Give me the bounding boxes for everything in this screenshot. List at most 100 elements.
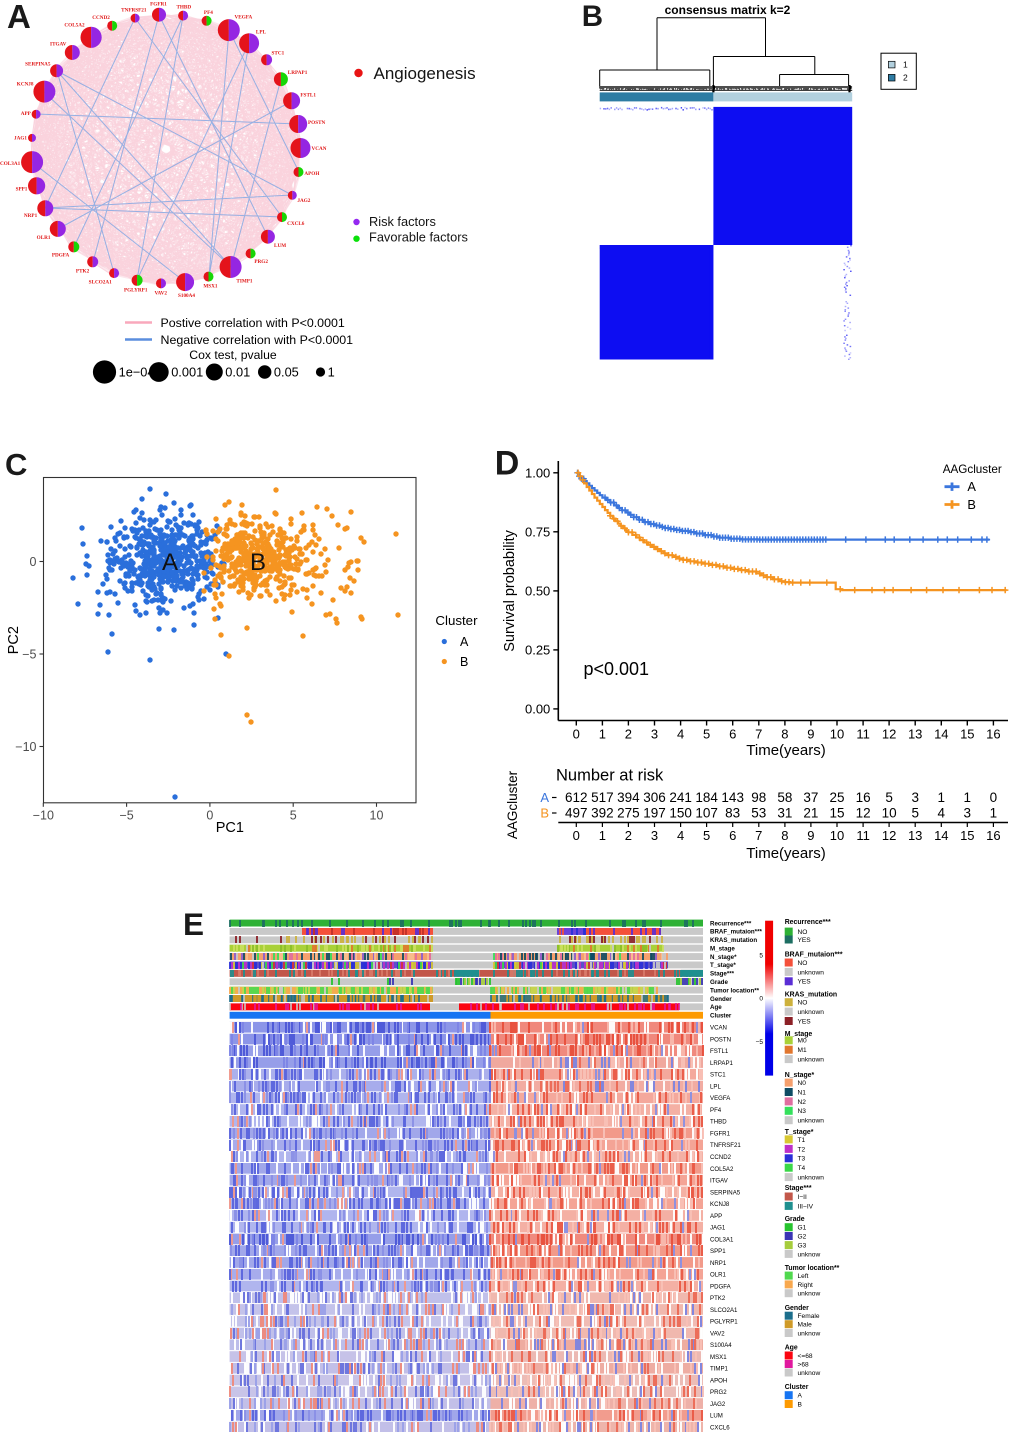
svg-text:SLCO2A1: SLCO2A1 [710,1307,738,1314]
svg-text:31: 31 [777,806,792,821]
svg-text:−10: −10 [33,808,54,822]
svg-text:PGLYRP1: PGLYRP1 [710,1319,738,1326]
svg-text:KRAS_mutation: KRAS_mutation [785,992,837,999]
svg-text:APP: APP [710,1213,722,1220]
svg-text:241: 241 [669,790,692,805]
svg-text:T3: T3 [798,1156,806,1163]
svg-text:T_stage*: T_stage* [710,962,736,969]
svg-text:0.01: 0.01 [225,364,250,379]
svg-text:−5: −5 [756,1039,764,1046]
svg-text:Grade: Grade [785,1216,805,1223]
svg-text:3: 3 [651,727,658,742]
svg-text:NRP1: NRP1 [24,213,38,219]
svg-text:12: 12 [882,727,896,742]
svg-text:−5: −5 [119,808,133,822]
svg-text:LUM: LUM [274,243,286,249]
svg-text:Right: Right [798,1282,814,1289]
svg-text:0: 0 [573,727,580,742]
svg-text:Angiogenesis: Angiogenesis [374,64,476,83]
svg-text:unknown: unknown [798,1057,825,1064]
svg-text:LPL: LPL [710,1083,721,1090]
svg-text:SERPINA5: SERPINA5 [25,61,51,67]
svg-text:5: 5 [911,806,919,821]
svg-text:0: 0 [759,995,763,1002]
svg-text:517: 517 [591,790,614,805]
svg-text:N_stage*: N_stage* [710,954,737,961]
svg-text:S100A4: S100A4 [710,1342,732,1349]
svg-text:KCNJ8: KCNJ8 [710,1201,730,1208]
svg-text:Gender: Gender [785,1305,809,1312]
svg-text:5: 5 [703,828,710,843]
svg-text:ITGAV: ITGAV [50,41,67,47]
svg-text:143: 143 [721,790,744,805]
svg-text:4: 4 [677,828,684,843]
svg-text:MSX1: MSX1 [710,1354,727,1361]
svg-text:B: B [798,1401,803,1408]
svg-text:G2: G2 [798,1233,807,1240]
svg-text:TNFRSF21: TNFRSF21 [710,1142,741,1149]
svg-text:COL5A2: COL5A2 [64,23,85,29]
svg-text:B: B [582,0,603,33]
svg-text:Age: Age [710,1004,722,1011]
svg-text:VEGFA: VEGFA [710,1095,731,1102]
svg-text:JAG2: JAG2 [297,198,310,204]
svg-text:Age: Age [785,1345,798,1352]
svg-text:VCAN: VCAN [710,1025,727,1032]
svg-text:12: 12 [882,828,896,843]
svg-text:FSTL1: FSTL1 [710,1048,729,1055]
svg-text:612: 612 [565,790,588,805]
svg-text:T1: T1 [798,1137,806,1144]
svg-text:LPL: LPL [256,30,267,36]
svg-text:unknow: unknow [798,1370,821,1377]
svg-text:B: B [967,497,976,512]
svg-text:0.25: 0.25 [525,642,550,657]
svg-text:SLCO2A1: SLCO2A1 [89,280,112,286]
svg-text:CXCL6: CXCL6 [287,221,305,227]
svg-text:M1: M1 [798,1047,807,1054]
svg-text:unknown: unknown [798,1175,825,1182]
svg-text:107: 107 [695,806,718,821]
svg-text:N1: N1 [798,1089,807,1096]
svg-text:4: 4 [677,727,684,742]
svg-text:M_stage: M_stage [785,1031,813,1038]
svg-text:<=68: <=68 [798,1353,813,1360]
svg-text:15: 15 [960,727,974,742]
svg-text:1.00: 1.00 [525,465,550,480]
svg-text:III−IV: III−IV [798,1203,814,1210]
svg-text:T4: T4 [798,1165,806,1172]
svg-text:14: 14 [934,828,948,843]
svg-text:197: 197 [643,806,666,821]
svg-text:KCNJ8: KCNJ8 [17,81,34,87]
svg-text:21: 21 [803,806,818,821]
svg-text:10: 10 [830,727,844,742]
svg-text:unknown: unknown [798,969,825,976]
svg-text:PC1: PC1 [216,820,244,836]
svg-text:D: D [495,444,520,482]
svg-text:POSTN: POSTN [308,120,326,126]
svg-text:I−II: I−II [798,1194,808,1201]
svg-text:Tumor location**: Tumor location** [785,1265,840,1272]
svg-text:25: 25 [829,790,844,805]
svg-text:12: 12 [856,806,871,821]
svg-text:TIMP1: TIMP1 [710,1366,729,1373]
svg-text:A: A [967,479,976,494]
svg-text:YES: YES [798,1018,812,1025]
svg-text:1: 1 [328,364,335,379]
svg-text:M_stage: M_stage [710,946,735,953]
svg-text:COL3A1: COL3A1 [0,161,21,167]
svg-text:A: A [798,1393,803,1400]
svg-text:0.001: 0.001 [171,364,203,379]
svg-text:Time(years): Time(years) [746,742,825,759]
svg-text:JAG1: JAG1 [710,1225,726,1232]
svg-text:FSTL1: FSTL1 [300,92,316,98]
svg-text:Favorable factors: Favorable factors [369,229,468,244]
svg-text:Cluster: Cluster [785,1384,809,1391]
svg-text:16: 16 [986,727,1000,742]
svg-text:PDGFA: PDGFA [710,1283,732,1290]
svg-text:0: 0 [30,555,37,569]
svg-text:OLR1: OLR1 [37,235,51,241]
svg-text:T_stage*: T_stage* [785,1129,814,1136]
svg-text:2: 2 [625,828,632,843]
svg-text:STC1: STC1 [272,50,285,56]
svg-text:FGFR1: FGFR1 [150,2,167,8]
